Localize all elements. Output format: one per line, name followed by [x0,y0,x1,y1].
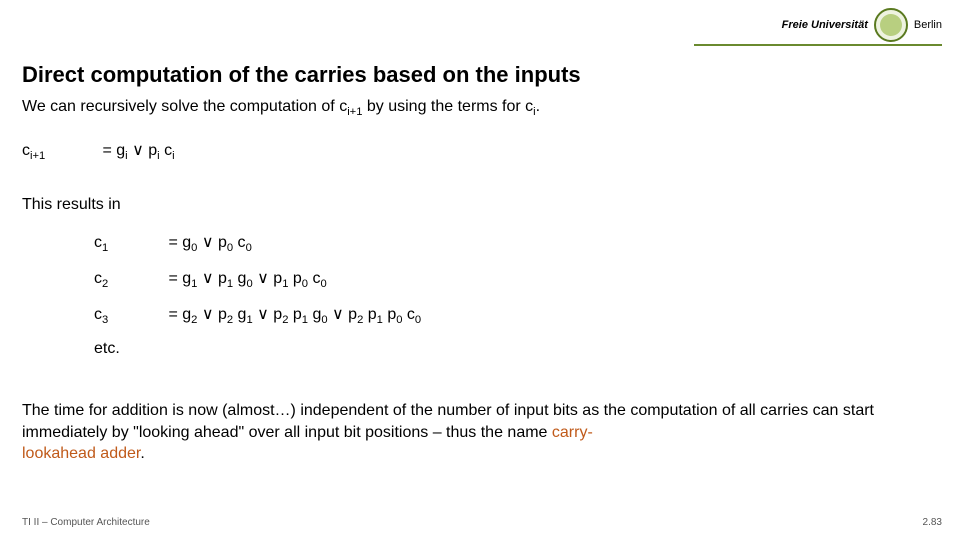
eq-rhs-text: c [233,234,245,251]
eq-rhs-text: c [308,270,320,287]
eq-rhs-text: g [233,270,246,287]
university-name: Freie Universität [782,19,868,31]
equation-c1: c1 = g0 ∨ p0 c0 [94,232,252,254]
footer-left: TI II – Computer Architecture [22,517,150,528]
carry-term-2: lookahead adder [22,445,140,462]
eq-lhs-sub: 3 [102,314,108,326]
eq-rhs-text: c [160,142,172,159]
eq-rhs-sub: 0 [320,278,326,290]
eq-rhs-sub: 0 [246,242,252,254]
equation-c2: c2 = g1 ∨ p1 g0 ∨ p1 p0 c0 [94,268,327,290]
eq-lhs: c1 [94,234,164,254]
eq-rhs-text: = g [102,142,125,159]
intro-suffix: . [536,98,540,115]
eq-rhs-text: g [308,306,321,323]
eq-lhs-sub: 2 [102,278,108,290]
eq-rhs-text: ∨ p [197,306,227,323]
eq-lhs: ci+1 [22,142,98,162]
intro-sub1: i+1 [347,106,362,118]
eq-rhs-sub: 0 [415,314,421,326]
eq-rhs-text: g [233,306,246,323]
eq-rhs-text: p [288,306,301,323]
eq-lhs-base: c [94,270,102,287]
slide-title: Direct computation of the carries based … [22,62,581,88]
equation-c3: c3 = g2 ∨ p2 g1 ∨ p2 p1 g0 ∨ p2 p1 p0 c0 [94,304,421,326]
eq-rhs-text: ∨ p [253,270,283,287]
eq-rhs-text: ∨ p [328,306,358,323]
eq-rhs: = gi ∨ pi ci [102,142,174,159]
eq-rhs-text: = g [168,270,191,287]
seal-inner-icon [880,14,902,36]
eq-rhs-text: = g [168,234,191,251]
eq-rhs: = g0 ∨ p0 c0 [168,234,251,251]
header-underline [694,44,942,46]
intro-mid: by using the terms for c [362,98,533,115]
eq-rhs-text: ∨ p [128,142,158,159]
eq-rhs-text: p [383,306,396,323]
eq-rhs-text: ∨ p [197,270,227,287]
university-seal-icon [874,8,908,42]
conclusion-body: The time for addition is now (almost…) i… [22,402,874,441]
eq-lhs: c3 [94,306,164,326]
university-city: Berlin [914,19,942,31]
results-label: This results in [22,196,121,214]
eq-lhs-base: c [94,234,102,251]
eq-rhs-sub: i [172,150,175,162]
eq-rhs-text: c [402,306,414,323]
eq-lhs-base: c [94,306,102,323]
slide: Freie Universität Berlin Direct computat… [0,0,960,540]
eq-rhs: = g1 ∨ p1 g0 ∨ p1 p0 c0 [168,270,326,287]
eq-lhs-sub: i+1 [30,150,45,162]
uni-name-italic: Freie Universität [782,19,868,31]
equation-recursive: ci+1 = gi ∨ pi ci [22,140,175,162]
eq-rhs: = g2 ∨ p2 g1 ∨ p2 p1 g0 ∨ p2 p1 p0 c0 [168,306,421,323]
conclusion-text: The time for addition is now (almost…) i… [22,400,938,465]
conclusion-tail: . [140,445,144,462]
eq-rhs-text: ∨ p [197,234,227,251]
eq-rhs-text: p [363,306,376,323]
eq-lhs: c2 [94,270,164,290]
footer-right: 2.83 [923,517,942,528]
carry-term-1: carry- [552,424,593,441]
eq-lhs-sub: 1 [102,242,108,254]
intro-prefix: We can recursively solve the computation… [22,98,347,115]
eq-rhs-text: = g [168,306,191,323]
eq-rhs-text: ∨ p [253,306,283,323]
eq-lhs-base: c [22,142,30,159]
header-logo: Freie Universität Berlin [782,8,942,42]
intro-text: We can recursively solve the computation… [22,98,540,118]
eq-rhs-text: p [288,270,301,287]
etc-label: etc. [94,340,120,358]
